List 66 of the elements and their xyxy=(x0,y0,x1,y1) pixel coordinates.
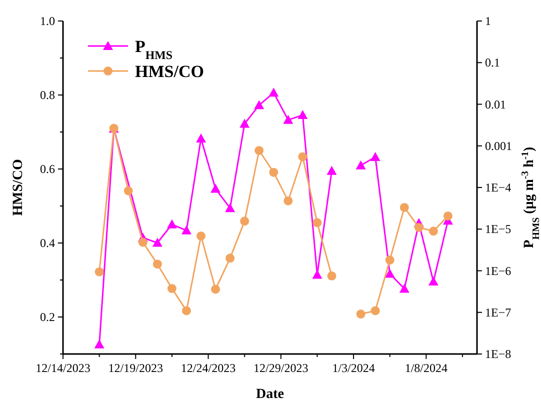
point xyxy=(240,118,250,128)
point xyxy=(166,219,177,228)
point xyxy=(414,222,424,232)
point xyxy=(181,225,192,234)
point xyxy=(226,254,235,263)
point xyxy=(356,310,366,319)
y2-tick-label: 0.1 xyxy=(485,56,500,70)
x-tick-label: 12/14/2023 xyxy=(36,361,90,375)
point xyxy=(312,270,322,279)
point xyxy=(167,284,176,294)
legend-label: HMS/CO xyxy=(135,62,204,81)
point xyxy=(225,203,236,212)
point xyxy=(298,110,308,120)
point xyxy=(210,184,221,193)
point xyxy=(384,268,395,278)
y2-tick-label: 1E−6 xyxy=(485,264,512,278)
point xyxy=(94,267,104,276)
point xyxy=(370,306,380,316)
point xyxy=(283,114,294,124)
point xyxy=(399,284,410,293)
point xyxy=(269,168,278,177)
x-tick-label: 12/29/2023 xyxy=(254,361,308,375)
point xyxy=(196,134,206,143)
y-tick-label: 0.2 xyxy=(40,310,55,324)
point xyxy=(254,146,264,155)
point xyxy=(182,306,191,316)
y-tick-label: 0.6 xyxy=(40,162,55,176)
point xyxy=(385,256,394,265)
point xyxy=(284,196,293,206)
point xyxy=(443,211,452,220)
point xyxy=(152,260,162,269)
point xyxy=(428,226,438,236)
x-tick-label: 12/19/2023 xyxy=(108,361,163,375)
y2-tick-label: 1E−8 xyxy=(485,347,512,361)
point xyxy=(240,216,250,226)
point xyxy=(428,276,438,286)
legend-label: P$_{HMS}$ xyxy=(135,37,173,62)
point xyxy=(356,160,366,170)
point xyxy=(298,152,308,162)
point xyxy=(138,238,148,247)
point xyxy=(326,166,337,175)
y2-tick-label: 1E−5 xyxy=(485,222,512,236)
y-tick-label: 1.0 xyxy=(40,14,55,28)
y-tick-label: 0.8 xyxy=(40,88,55,102)
point xyxy=(268,88,279,97)
y2-tick-label: 1E−7 xyxy=(485,305,512,320)
x-axis-title: Date xyxy=(256,387,284,402)
y2-tick-label: 0.01 xyxy=(485,97,506,112)
y2-tick-label: 1 xyxy=(485,14,491,28)
x-tick-label: 12/24/2023 xyxy=(180,361,236,375)
point xyxy=(152,238,162,247)
point xyxy=(211,284,220,294)
point xyxy=(94,339,104,348)
point xyxy=(124,186,133,196)
point xyxy=(254,100,264,110)
y-axis-title: HMS/CO xyxy=(11,159,26,216)
point xyxy=(370,152,380,162)
x-tick-label: 1/8/2024 xyxy=(404,361,448,375)
y-tick-label: 0.4 xyxy=(40,236,55,250)
y2-tick-label: 0.001 xyxy=(485,138,512,153)
point xyxy=(312,218,322,228)
point xyxy=(196,231,206,240)
x-tick-label: 1/3/2024 xyxy=(332,361,375,375)
point xyxy=(327,271,336,280)
y2-tick-label: 1E−4 xyxy=(485,180,512,194)
point xyxy=(400,202,409,212)
